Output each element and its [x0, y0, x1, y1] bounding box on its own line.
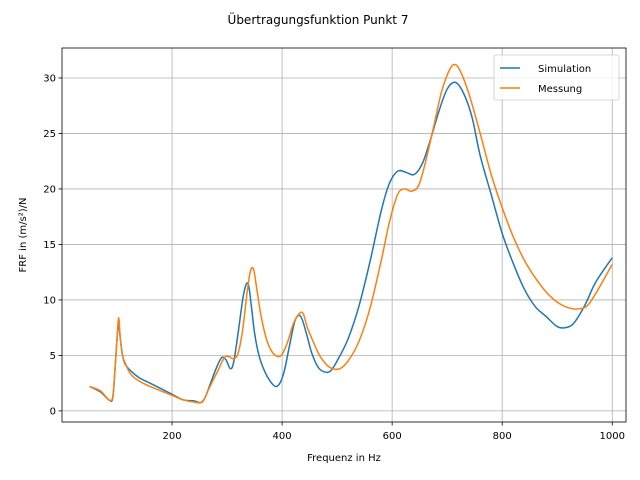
series-line-messung [89, 63, 613, 404]
y-tick-label: 0 [50, 406, 56, 417]
grid [62, 48, 626, 422]
x-tick-label: 600 [383, 431, 402, 442]
series-line-simulation [89, 81, 613, 404]
chart-title: Übertragungsfunktion Punkt 7 [228, 11, 409, 27]
axes-frame [61, 47, 627, 423]
y-tick-label: 5 [50, 351, 56, 362]
x-axis-label: Frequenz in Hz [307, 453, 381, 464]
x-tick-label: 800 [493, 431, 512, 442]
ticks: 200 400 600 800 1000 0 5 10 15 20 25 30 [43, 73, 625, 442]
legend-label: Messung [538, 84, 582, 95]
plot-area [89, 63, 613, 404]
y-axis-label: FRF in (m/s²)/N [18, 198, 29, 273]
y-tick-label: 15 [43, 240, 56, 251]
x-tick-label: 200 [163, 431, 182, 442]
x-tick-label: 1000 [600, 431, 625, 442]
y-tick-label: 20 [43, 184, 56, 195]
legend: Simulation Messung [493, 54, 620, 101]
legend-frame [493, 54, 620, 101]
y-tick-label: 10 [43, 295, 56, 306]
y-tick-label: 25 [43, 129, 56, 140]
x-tick-label: 400 [273, 431, 292, 442]
y-tick-label: 30 [43, 73, 56, 84]
legend-label: Simulation [538, 64, 591, 75]
